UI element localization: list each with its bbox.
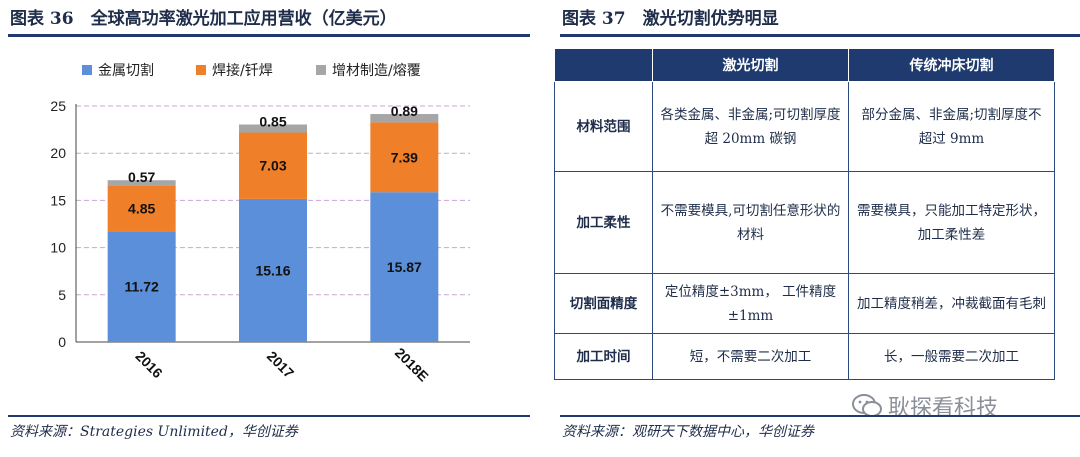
data-label: 0.89 bbox=[391, 103, 418, 119]
figure-36-source: 资料来源：Strategies Unlimited，华创证券 bbox=[10, 424, 298, 440]
data-label: 7.03 bbox=[259, 158, 286, 174]
data-label: 7.39 bbox=[391, 149, 418, 165]
table-row: 加工柔性 不需要模具,可切割任意形状的材料 需要模具，只能加工特定形状，加工柔性… bbox=[554, 171, 1055, 274]
footer-rule bbox=[8, 415, 530, 417]
legend-swatch bbox=[316, 65, 326, 75]
traditional-cell: 长，一般需要二次加工 bbox=[848, 333, 1055, 380]
y-tick-label: 25 bbox=[50, 98, 66, 114]
header-laser-cutting: 激光切割 bbox=[652, 48, 849, 82]
traditional-cell: 部分金属、非金属;切割厚度不超过 9mm bbox=[848, 81, 1055, 172]
laser-vs-punch-table: 激光切割 传统冲床切割 材料范围 各类金属、非金属;可切割厚度超 20mm 碳钢… bbox=[554, 48, 1055, 380]
traditional-cell: 加工精度稍差，冲裁截面有毛刺 bbox=[848, 273, 1055, 334]
left-figure-panel: 图表 36 全球高功率激光加工应用营收（亿美元） 0 5 10 15 20 25 金属切割 焊… bbox=[0, 0, 530, 457]
title-rule bbox=[8, 34, 530, 37]
data-label: 11.72 bbox=[125, 279, 159, 295]
x-tick-label: 2017 bbox=[264, 348, 297, 381]
data-label: 15.87 bbox=[387, 259, 422, 275]
traditional-cell: 需要模具，只能加工特定形状，加工柔性差 bbox=[848, 171, 1055, 274]
figure-36-title: 图表 36 全球高功率激光加工应用营收（亿美元） bbox=[10, 9, 397, 29]
table-header-row: 激光切割 传统冲床切割 bbox=[554, 48, 1055, 82]
y-tick-label: 5 bbox=[58, 287, 66, 303]
watermark-text: 耿探看科技 bbox=[888, 396, 999, 421]
bar-segment bbox=[239, 198, 307, 342]
table-row: 材料范围 各类金属、非金属;可切割厚度超 20mm 碳钢 部分金属、非金属;切割… bbox=[554, 81, 1055, 172]
bar-segment bbox=[370, 114, 439, 123]
data-label: 15.16 bbox=[255, 262, 290, 278]
bar-segment bbox=[239, 132, 307, 199]
revenue-stacked-bar-chart: 0 5 10 15 20 25 金属切割 焊接/钎焊 增材制造/熔覆 11.72 4.85 0.57 2… bbox=[50, 62, 470, 384]
row-label: 加工柔性 bbox=[554, 171, 653, 274]
data-label: 4.85 bbox=[128, 200, 155, 216]
footer-rule bbox=[560, 415, 1080, 417]
bar-segment bbox=[107, 180, 176, 186]
legend-label: 焊接/钎焊 bbox=[212, 62, 273, 79]
row-label: 切割面精度 bbox=[554, 273, 653, 334]
legend-label: 增材制造/熔覆 bbox=[332, 63, 421, 79]
bar-segment bbox=[370, 122, 439, 193]
x-tick-label: 2018E bbox=[392, 344, 432, 384]
right-figure-panel: 图表 37 激光切割优势明显 激光切割 传统冲床切割 材料范围 各类金属、非金属… bbox=[552, 0, 1080, 457]
x-tick-label: 2016 bbox=[133, 348, 166, 381]
y-tick-label: 15 bbox=[50, 192, 66, 208]
laser-cell: 不需要模具,可切割任意形状的材料 bbox=[652, 171, 849, 274]
table-row: 切割面精度 定位精度±3mm， 工件精度±1mm 加工精度稍差，冲裁截面有毛刺 bbox=[554, 273, 1055, 334]
bar-segment bbox=[370, 192, 439, 342]
bar-segment bbox=[107, 185, 176, 232]
row-label: 材料范围 bbox=[554, 81, 653, 172]
figure-37-source: 资料来源：观研天下数据中心，华创证券 bbox=[562, 424, 814, 440]
y-tick-label: 20 bbox=[50, 145, 66, 161]
data-label: 0.57 bbox=[128, 169, 155, 185]
legend-swatch bbox=[82, 65, 92, 75]
legend-label: 金属切割 bbox=[98, 62, 154, 79]
y-tick-label: 0 bbox=[58, 334, 66, 350]
data-label: 0.85 bbox=[259, 114, 286, 130]
table-row: 加工时间 短，不需要二次加工 长，一般需要二次加工 bbox=[554, 333, 1055, 380]
laser-cell: 短，不需要二次加工 bbox=[652, 333, 849, 380]
header-corner bbox=[554, 48, 653, 82]
bar-segment bbox=[107, 231, 176, 342]
legend-swatch bbox=[196, 65, 206, 75]
watermark: 耿探看科技 bbox=[852, 390, 998, 422]
bar-segment bbox=[239, 124, 307, 133]
laser-cell: 定位精度±3mm， 工件精度±1mm bbox=[652, 273, 849, 334]
y-tick-label: 10 bbox=[50, 240, 66, 256]
figure-37-title: 图表 37 激光切割优势明显 bbox=[562, 9, 779, 29]
row-label: 加工时间 bbox=[554, 333, 653, 380]
title-rule bbox=[560, 34, 1080, 37]
laser-cell: 各类金属、非金属;可切割厚度超 20mm 碳钢 bbox=[652, 81, 849, 172]
header-traditional-punch: 传统冲床切割 bbox=[848, 48, 1055, 82]
